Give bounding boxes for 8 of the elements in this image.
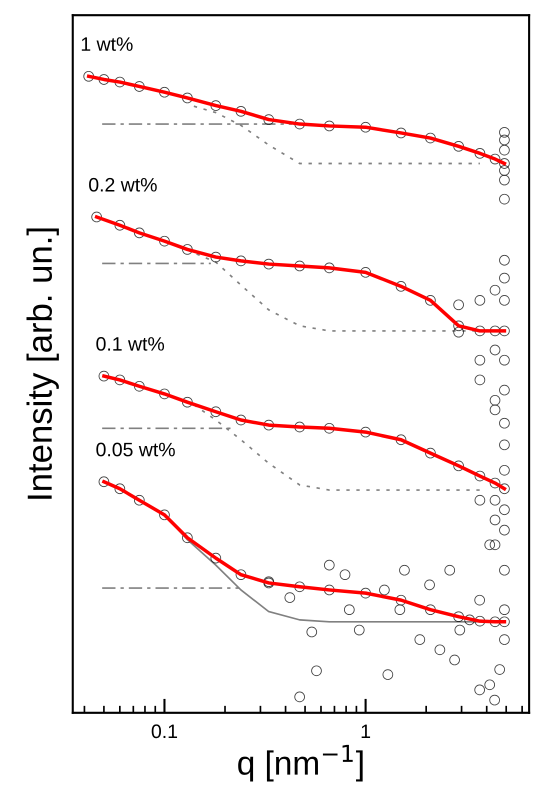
y-axis-title: Intensity [arb. un.] — [26, 228, 59, 499]
x-tick-label: 1 — [362, 724, 370, 738]
series-label: 1 wt% — [82, 37, 133, 51]
series-label: 0.2 wt% — [89, 178, 157, 192]
series-label: 0.05 wt% — [96, 442, 175, 456]
x-tick-label: 0.1 — [152, 724, 178, 738]
x-axis-title: q [nm$^{−1}$] — [238, 744, 363, 782]
series-label: 0.1 wt% — [96, 336, 164, 351]
